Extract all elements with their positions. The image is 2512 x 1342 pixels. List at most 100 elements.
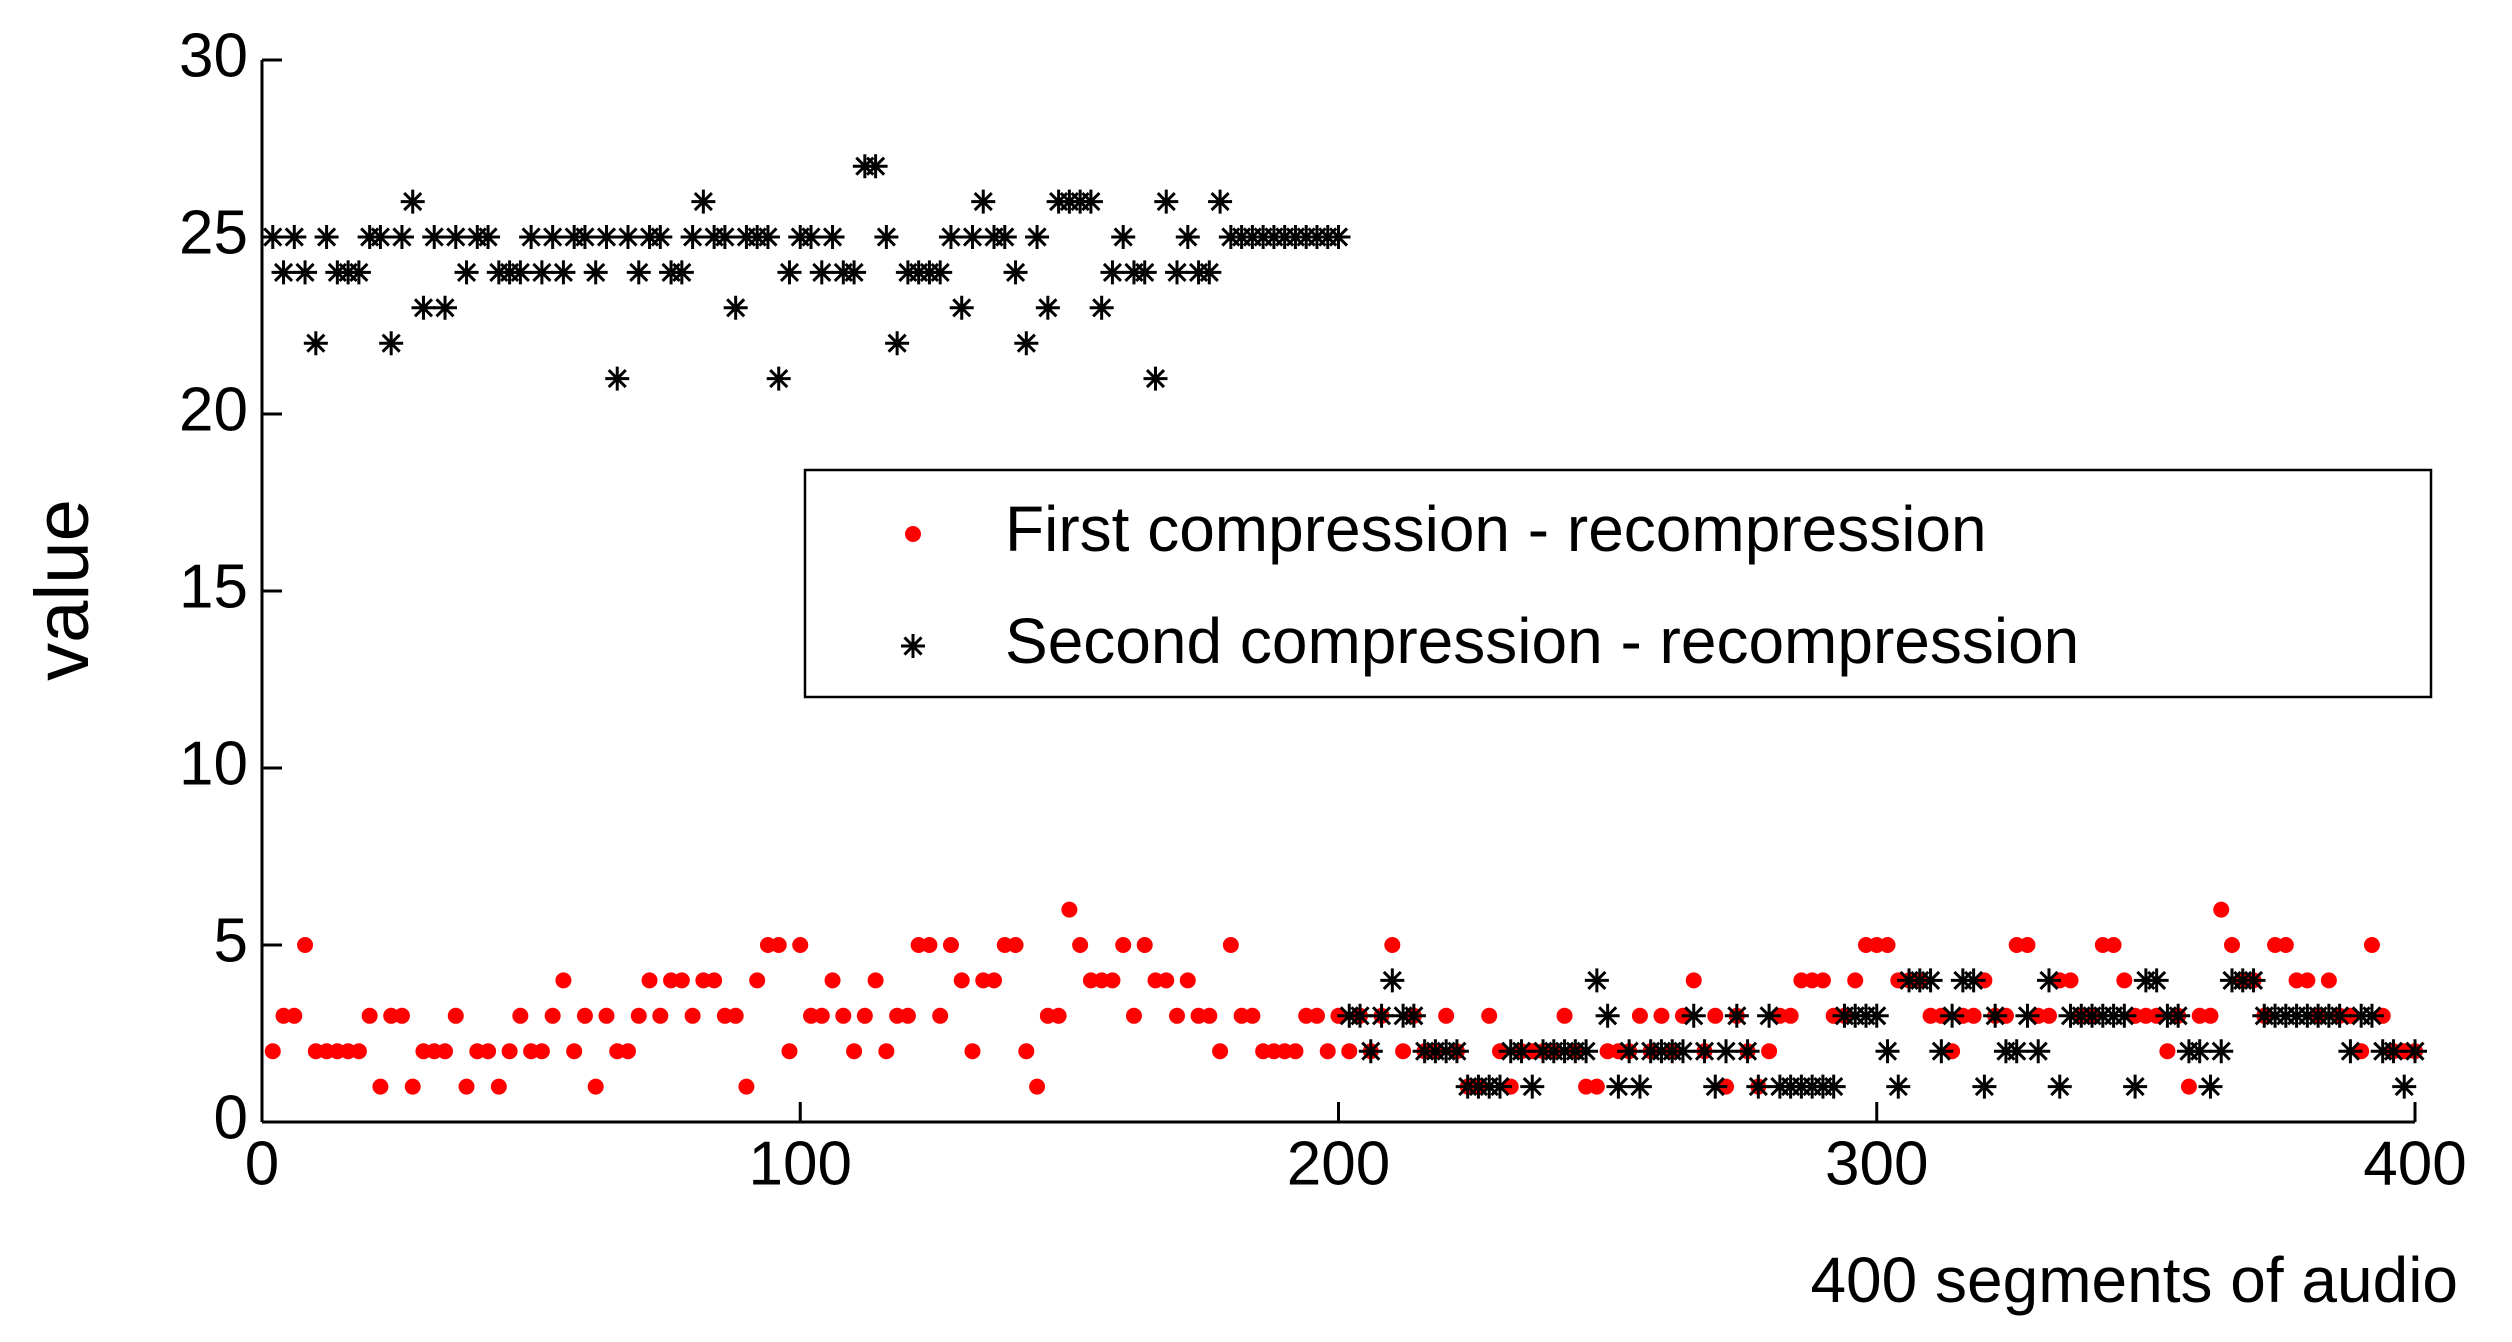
point xyxy=(684,1007,701,1024)
point xyxy=(1444,1039,1469,1064)
point xyxy=(544,1007,561,1024)
point xyxy=(867,972,884,989)
point xyxy=(1685,972,1702,989)
point xyxy=(1707,1007,1724,1024)
point xyxy=(770,937,787,953)
point xyxy=(986,972,1003,989)
point xyxy=(566,1043,583,1060)
point xyxy=(835,1007,852,1024)
point xyxy=(1369,1003,1394,1028)
point xyxy=(1244,1007,1261,1024)
point xyxy=(1401,1003,1426,1028)
point xyxy=(1972,1074,1997,1099)
point xyxy=(2363,937,2380,953)
point xyxy=(673,972,690,989)
point xyxy=(1341,1043,1358,1060)
point xyxy=(1018,1043,1035,1060)
point xyxy=(2159,1043,2176,1060)
point xyxy=(519,225,544,249)
point xyxy=(777,260,802,285)
point xyxy=(1197,260,1222,285)
point xyxy=(1670,1039,1695,1064)
point xyxy=(1078,189,1103,214)
point xyxy=(1584,968,1609,993)
legend-marker xyxy=(905,526,921,542)
point xyxy=(443,225,468,249)
point xyxy=(842,260,867,285)
point xyxy=(264,1043,281,1060)
point xyxy=(605,366,630,391)
point xyxy=(2213,901,2230,918)
point xyxy=(1681,1003,1706,1028)
point xyxy=(1035,295,1060,320)
point xyxy=(271,260,296,285)
point xyxy=(2116,972,2133,989)
point xyxy=(1007,937,1024,953)
point xyxy=(1520,1074,1545,1099)
point xyxy=(641,972,658,989)
point xyxy=(1222,937,1239,953)
point xyxy=(1115,937,1132,953)
point xyxy=(2040,1007,2057,1024)
point xyxy=(1757,1003,1782,1028)
point xyxy=(964,1043,981,1060)
legend-label: First compression - recompression xyxy=(1005,493,1987,565)
point xyxy=(856,1007,873,1024)
point xyxy=(2198,1074,2223,1099)
x-tick-label: 200 xyxy=(1287,1129,1390,1198)
point xyxy=(1175,225,1200,249)
point xyxy=(1179,972,1196,989)
point xyxy=(1875,1039,1900,1064)
point xyxy=(404,1078,421,1095)
point xyxy=(1814,972,1831,989)
legend-marker xyxy=(901,634,925,658)
point xyxy=(372,1078,389,1095)
point xyxy=(576,1007,593,1024)
point xyxy=(2062,972,2079,989)
x-tick-label: 300 xyxy=(1825,1129,1928,1198)
point xyxy=(303,331,328,356)
y-axis-label: value xyxy=(20,499,105,681)
point xyxy=(2047,1074,2072,1099)
point xyxy=(1879,937,1896,953)
point xyxy=(1169,1007,1186,1024)
point xyxy=(454,260,479,285)
point xyxy=(723,295,748,320)
point xyxy=(1574,1039,1599,1064)
point xyxy=(1326,225,1351,249)
point xyxy=(1104,972,1121,989)
point xyxy=(706,972,723,989)
x-tick-label: 0 xyxy=(245,1129,279,1198)
point xyxy=(809,260,834,285)
point xyxy=(555,972,572,989)
point xyxy=(422,225,447,249)
point xyxy=(587,1078,604,1095)
point xyxy=(368,225,393,249)
point xyxy=(1208,189,1233,214)
point xyxy=(928,260,953,285)
point xyxy=(616,225,641,249)
point xyxy=(389,225,414,249)
point xyxy=(874,225,899,249)
point xyxy=(293,260,318,285)
point xyxy=(766,366,791,391)
point xyxy=(508,260,533,285)
point xyxy=(1136,937,1153,953)
point xyxy=(458,1078,475,1095)
point xyxy=(2105,937,2122,953)
point xyxy=(781,1043,798,1060)
legend-label: Second compression - recompression xyxy=(1005,605,2079,677)
point xyxy=(932,1007,949,1024)
series xyxy=(264,901,2423,1095)
point xyxy=(1631,1007,1648,1024)
point xyxy=(400,189,425,214)
point xyxy=(691,189,716,214)
point xyxy=(2112,1003,2137,1028)
point xyxy=(379,331,404,356)
point xyxy=(938,225,963,249)
point xyxy=(2359,1003,2384,1028)
y-tick-label: 10 xyxy=(179,729,248,798)
point xyxy=(361,1007,378,1024)
point xyxy=(1165,260,1190,285)
x-tick-label: 100 xyxy=(749,1129,852,1198)
